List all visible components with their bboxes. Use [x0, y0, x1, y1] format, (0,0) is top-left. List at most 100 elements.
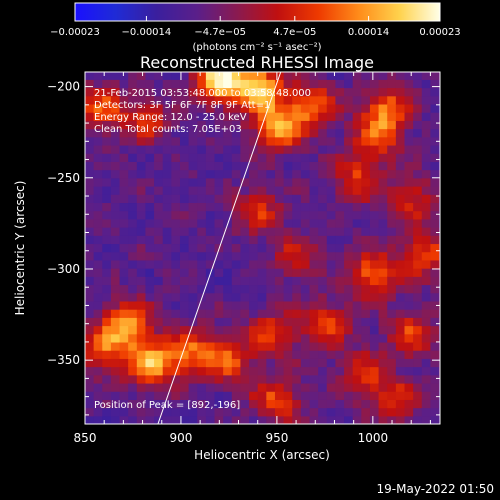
heatmap-cell — [413, 243, 423, 253]
heatmap-cell — [404, 153, 414, 162]
heatmap-cell — [369, 276, 380, 286]
plot-area: 850 900 950 1000−200−250−300−350 21-Feb-201… — [47, 71, 441, 445]
heatmap-cell — [119, 325, 129, 335]
heatmap-cell — [352, 333, 362, 343]
heatmap-cell — [188, 366, 198, 376]
heatmap-cell — [240, 128, 250, 138]
heatmap-cell — [266, 399, 276, 409]
heatmap-cell — [274, 358, 285, 368]
heatmap-cell — [128, 415, 138, 424]
heatmap-cell — [223, 112, 233, 121]
heatmap-cell — [154, 333, 164, 343]
heatmap-cell — [205, 300, 216, 310]
heatmap-cell — [188, 292, 198, 302]
heatmap-cell — [430, 72, 440, 80]
heatmap-cell — [344, 120, 354, 130]
heatmap-cell — [387, 194, 397, 204]
heatmap-cell — [413, 358, 423, 368]
heatmap-cell — [162, 128, 172, 138]
heatmap-cell — [413, 169, 423, 179]
heatmap-cell — [257, 358, 267, 368]
heatmap-cell — [162, 185, 172, 195]
heatmap-cell — [361, 399, 371, 409]
heatmap-cell — [395, 161, 406, 171]
heatmap-cell — [205, 333, 216, 343]
heatmap-cell — [266, 276, 276, 286]
heatmap-cell — [413, 399, 423, 409]
heatmap-cell — [335, 350, 345, 359]
heatmap-cell — [421, 333, 432, 343]
heatmap-cell — [205, 309, 216, 318]
heatmap-cell — [145, 341, 155, 351]
heatmap-cell — [430, 202, 440, 212]
chart-title: Reconstructed RHESSI Image — [140, 53, 374, 72]
heatmap-cell — [326, 284, 337, 294]
heatmap-cell — [145, 72, 155, 80]
heatmap-cell — [154, 177, 164, 187]
heatmap-cell — [249, 292, 259, 302]
heatmap-cell — [223, 128, 233, 138]
heatmap-cell — [128, 292, 138, 302]
footer-date: 19-May-2022 01:50 — [376, 482, 494, 496]
heatmap-cell — [119, 243, 129, 253]
heatmap-cell — [171, 72, 181, 80]
heatmap-cell — [240, 333, 250, 343]
heatmap-cell — [197, 391, 207, 400]
heatmap-cell — [154, 79, 164, 89]
heatmap-cell — [136, 358, 147, 368]
heatmap-cell — [292, 300, 302, 310]
heatmap-cell — [283, 210, 293, 220]
heatmap-cell — [214, 227, 224, 236]
heatmap-cell — [249, 210, 259, 220]
heatmap-cell — [85, 391, 95, 400]
heatmap-cell — [318, 185, 328, 195]
heatmap-cell — [309, 103, 319, 113]
heatmap-cell — [119, 407, 129, 417]
heatmap-cell — [205, 194, 216, 204]
heatmap-cell — [205, 169, 216, 179]
heatmap-cell — [171, 292, 181, 302]
heatmap-cell — [214, 177, 224, 187]
heatmap-cell — [102, 284, 112, 294]
heatmap-cell — [154, 341, 164, 351]
heatmap-cell — [378, 276, 388, 286]
heatmap-cell — [93, 415, 103, 424]
heatmap-cell — [119, 276, 129, 286]
heatmap-cell — [421, 358, 432, 368]
heatmap-cell — [309, 218, 319, 228]
heatmap-cell — [344, 268, 354, 277]
heatmap-cell — [154, 358, 164, 368]
heatmap-cell — [145, 333, 155, 343]
heatmap-cell — [413, 103, 423, 113]
heatmap-cell — [223, 268, 233, 277]
heatmap-cell — [145, 276, 155, 286]
heatmap-cell — [361, 103, 371, 113]
heatmap-cell — [318, 309, 328, 318]
heatmap-cell — [145, 112, 155, 121]
heatmap-cell — [257, 341, 267, 351]
heatmap-cell — [361, 259, 371, 269]
heatmap-cell — [430, 79, 440, 89]
heatmap-cell — [205, 374, 216, 384]
heatmap-cell — [395, 79, 406, 89]
heatmap-cell — [326, 169, 337, 179]
heatmap-cell — [266, 391, 276, 400]
heatmap-cell — [266, 169, 276, 179]
x-tick-label: 900 — [169, 431, 192, 445]
heatmap-cell — [154, 72, 164, 80]
heatmap-cell — [188, 268, 198, 277]
heatmap-cell — [240, 251, 250, 261]
heatmap-cell — [257, 161, 267, 171]
heatmap-cell — [430, 112, 440, 121]
heatmap-cell — [197, 284, 207, 294]
heatmap-cell — [188, 309, 198, 318]
heatmap-cell — [128, 202, 138, 212]
heatmap-cell — [85, 218, 95, 228]
heatmap-cell — [292, 243, 302, 253]
heatmap-cell — [85, 194, 95, 204]
heatmap-cell — [395, 177, 406, 187]
heatmap-cell — [223, 136, 233, 146]
heatmap-cell — [171, 177, 181, 187]
heatmap-cell — [154, 391, 164, 400]
